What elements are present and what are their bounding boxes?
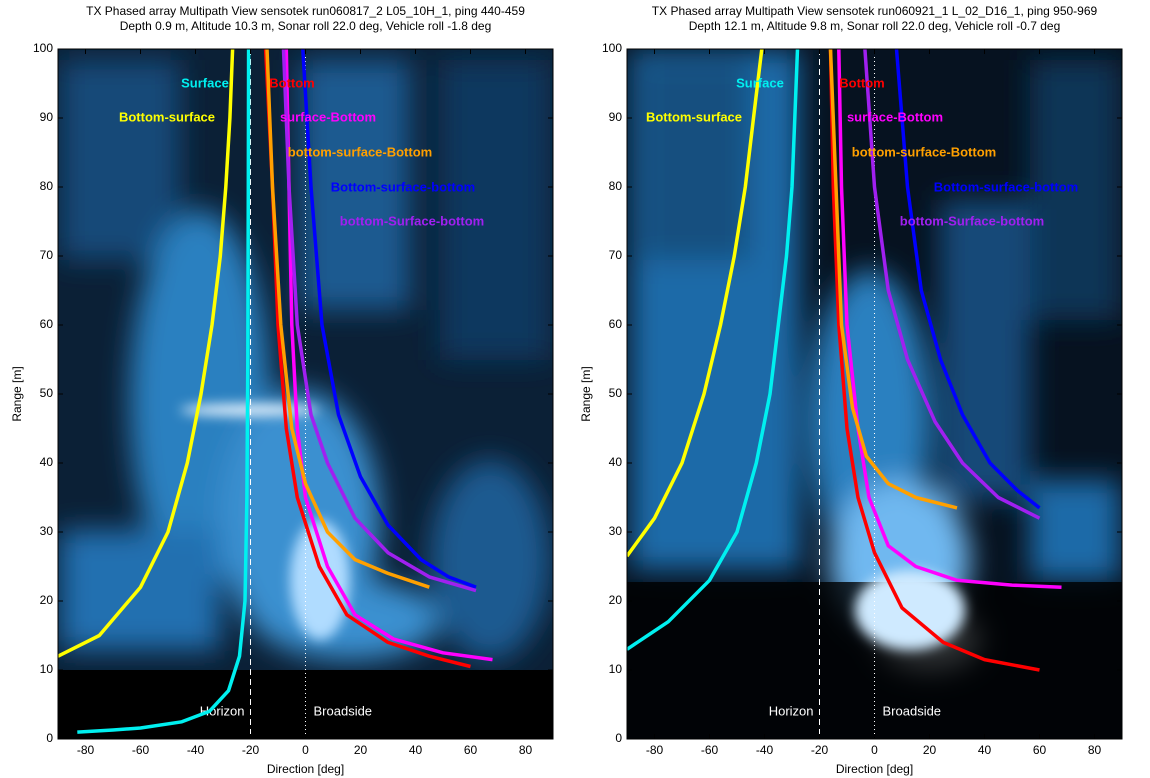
x-tick-label: 60 bbox=[464, 743, 478, 757]
series-label: bottom-Surface-bottom bbox=[340, 213, 484, 228]
y-tick-label: 90 bbox=[40, 110, 54, 124]
series-line bbox=[281, 49, 477, 593]
series-label: Bottom-surface-bottom bbox=[331, 179, 475, 194]
annotation-label: Horizon bbox=[769, 703, 814, 718]
y-tick-label: 90 bbox=[609, 110, 623, 124]
x-tick-label: 20 bbox=[354, 743, 368, 757]
series-line bbox=[265, 49, 430, 589]
y-tick-label: 40 bbox=[609, 455, 623, 469]
y-tick-label: 50 bbox=[609, 386, 623, 400]
chart-subtitle: Depth 0.9 m, Altitude 10.3 m, Sonar roll… bbox=[120, 19, 492, 33]
x-tick-label: 60 bbox=[1033, 743, 1047, 757]
y-tick-label: 60 bbox=[40, 317, 54, 331]
heatmap-left bbox=[58, 49, 553, 739]
y-tick-label: 30 bbox=[609, 524, 623, 538]
y-tick-label: 80 bbox=[40, 179, 54, 193]
x-tick-label: -60 bbox=[132, 743, 150, 757]
y-tick-label: 80 bbox=[609, 179, 623, 193]
y-tick-label: 50 bbox=[40, 386, 54, 400]
series-line bbox=[77, 49, 251, 734]
series-label: Bottom bbox=[269, 75, 315, 90]
x-tick-label: -20 bbox=[811, 743, 829, 757]
series-label: surface-Bottom bbox=[280, 109, 376, 124]
series-label: bottom-surface-Bottom bbox=[288, 144, 432, 159]
series-line bbox=[828, 49, 958, 510]
series-line bbox=[284, 49, 493, 662]
series-label: Bottom bbox=[839, 75, 885, 90]
x-tick-label: -20 bbox=[242, 743, 260, 757]
series-line bbox=[627, 49, 764, 558]
series-label: bottom-Surface-bottom bbox=[900, 213, 1044, 228]
y-axis-label: Range [m] bbox=[579, 366, 593, 421]
chart-subtitle: Depth 12.1 m, Altitude 9.8 m, Sonar roll… bbox=[689, 19, 1061, 33]
annotation-label: Broadside bbox=[883, 703, 942, 718]
y-tick-label: 0 bbox=[615, 731, 622, 745]
y-tick-label: 30 bbox=[40, 524, 54, 538]
series-line bbox=[301, 49, 477, 589]
y-tick-label: 0 bbox=[46, 731, 53, 745]
chart-title: TX Phased array Multipath View sensotek … bbox=[652, 4, 1098, 18]
series-label: surface-Bottom bbox=[847, 109, 943, 124]
y-tick-label: 70 bbox=[40, 248, 54, 262]
chart-title: TX Phased array Multipath View sensotek … bbox=[86, 4, 525, 18]
annotation-label: Broadside bbox=[314, 703, 373, 718]
series-line bbox=[863, 49, 1041, 520]
x-tick-label: -80 bbox=[646, 743, 664, 757]
x-tick-label: -60 bbox=[701, 743, 719, 757]
y-tick-label: 100 bbox=[33, 41, 53, 55]
series-label: Bottom-surface bbox=[119, 109, 215, 124]
series-label: Surface bbox=[736, 75, 784, 90]
x-axis-label: Direction [deg] bbox=[267, 762, 344, 776]
x-tick-label: 0 bbox=[302, 743, 309, 757]
y-tick-label: 60 bbox=[609, 317, 623, 331]
y-tick-label: 20 bbox=[40, 593, 54, 607]
y-tick-label: 20 bbox=[609, 593, 623, 607]
y-tick-label: 100 bbox=[602, 41, 622, 55]
series-line bbox=[627, 49, 800, 651]
x-tick-label: -80 bbox=[77, 743, 95, 757]
x-tick-label: 40 bbox=[978, 743, 992, 757]
series-line bbox=[837, 49, 1062, 589]
x-tick-label: -40 bbox=[756, 743, 774, 757]
series-label: Bottom-surface bbox=[646, 109, 742, 124]
series-line bbox=[58, 49, 235, 658]
series-label: bottom-surface-Bottom bbox=[852, 144, 996, 159]
series-label: Surface bbox=[181, 75, 229, 90]
y-tick-label: 10 bbox=[40, 662, 54, 676]
y-tick-label: 40 bbox=[40, 455, 54, 469]
x-tick-label: -40 bbox=[187, 743, 205, 757]
y-tick-label: 70 bbox=[609, 248, 623, 262]
series-label: Bottom-surface-bottom bbox=[934, 179, 1078, 194]
series-line bbox=[894, 49, 1041, 510]
y-axis-label: Range [m] bbox=[10, 366, 24, 421]
y-tick-label: 10 bbox=[609, 662, 623, 676]
x-tick-label: 40 bbox=[409, 743, 423, 757]
x-tick-label: 20 bbox=[923, 743, 937, 757]
series-line bbox=[828, 49, 1040, 672]
x-axis-label: Direction [deg] bbox=[836, 762, 913, 776]
x-tick-label: 80 bbox=[1088, 743, 1102, 757]
x-tick-label: 80 bbox=[519, 743, 533, 757]
x-tick-label: 0 bbox=[871, 743, 878, 757]
